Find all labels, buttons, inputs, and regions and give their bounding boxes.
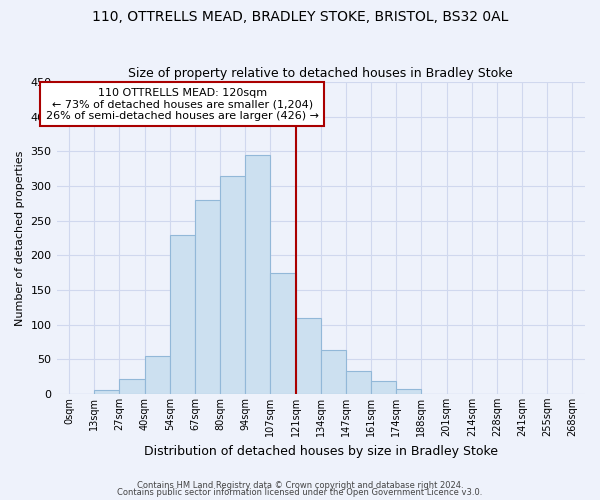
Bar: [119, 378, 145, 394]
Bar: [195, 200, 220, 394]
Bar: [346, 371, 371, 394]
Bar: [220, 176, 245, 394]
Bar: [396, 389, 421, 394]
Bar: [271, 272, 296, 394]
Bar: [145, 356, 170, 394]
Bar: [170, 234, 195, 394]
Bar: [296, 318, 321, 394]
Bar: [321, 350, 346, 394]
Text: 110, OTTRELLS MEAD, BRADLEY STOKE, BRISTOL, BS32 0AL: 110, OTTRELLS MEAD, BRADLEY STOKE, BRIST…: [92, 10, 508, 24]
Text: Contains public sector information licensed under the Open Government Licence v3: Contains public sector information licen…: [118, 488, 482, 497]
Title: Size of property relative to detached houses in Bradley Stoke: Size of property relative to detached ho…: [128, 66, 513, 80]
X-axis label: Distribution of detached houses by size in Bradley Stoke: Distribution of detached houses by size …: [144, 444, 498, 458]
Text: 110 OTTRELLS MEAD: 120sqm
← 73% of detached houses are smaller (1,204)
26% of se: 110 OTTRELLS MEAD: 120sqm ← 73% of detac…: [46, 88, 319, 121]
Bar: [245, 155, 271, 394]
Bar: [94, 390, 119, 394]
Bar: [371, 380, 396, 394]
Text: Contains HM Land Registry data © Crown copyright and database right 2024.: Contains HM Land Registry data © Crown c…: [137, 480, 463, 490]
Y-axis label: Number of detached properties: Number of detached properties: [15, 150, 25, 326]
